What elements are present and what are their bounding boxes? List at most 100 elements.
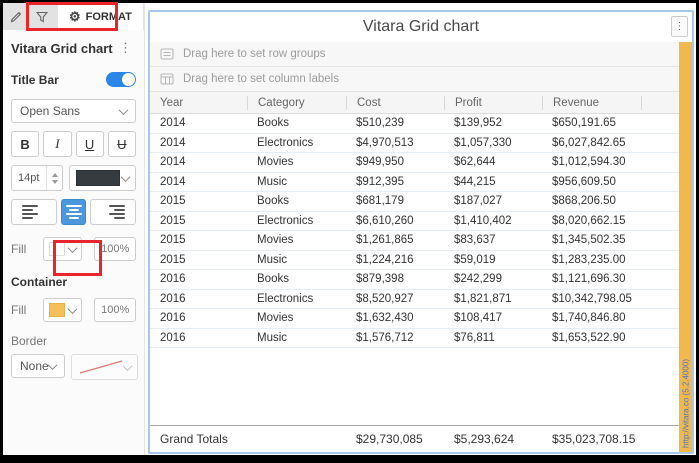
sidebar-panel-title: Vitara Grid chart <box>11 40 113 56</box>
table-cell: $1,576,712 <box>356 331 414 344</box>
sidebar-kebab-menu-icon[interactable]: ⋮ <box>119 40 132 55</box>
align-right-button[interactable] <box>90 199 137 225</box>
font-color-dropdown[interactable] <box>69 165 136 191</box>
sidebar-body: Vitara Grid chart ⋮ Title Bar Open Sans … <box>3 30 144 380</box>
column-header-filler <box>641 95 679 110</box>
chart-title: Vitara Grid chart <box>362 18 480 35</box>
column-header-category[interactable]: Category <box>247 95 346 110</box>
table-cell: $949,950 <box>356 156 404 169</box>
table-cell: $1,410,402 <box>454 214 512 227</box>
column-header-profit[interactable]: Profit <box>444 95 542 110</box>
table-cell: $1,224,216 <box>356 253 414 266</box>
border-style-select[interactable]: None <box>11 354 65 378</box>
border-style-value: None <box>20 359 49 373</box>
table-cell: $108,417 <box>454 312 502 325</box>
grid-empty-space <box>150 348 679 425</box>
pencil-icon <box>10 11 22 23</box>
row-groups-dropzone[interactable]: Drag here to set row groups <box>150 42 679 67</box>
table-cell: Books <box>257 117 289 130</box>
table-row[interactable]: 2015 Electronics $6,610,260 $1,410,402 $8,02… <box>150 211 679 231</box>
table-cell: $59,019 <box>454 253 496 266</box>
table-cell: 2015 <box>160 253 186 266</box>
table-cell: Electronics <box>257 214 314 227</box>
format-sidebar: ⚙ FORMAT Vitara Grid chart ⋮ Title Bar O… <box>3 2 145 455</box>
table-cell: $10,342,798.05 <box>552 292 632 305</box>
align-center-button[interactable] <box>60 199 87 225</box>
table-row[interactable]: 2015 Books $681,179 $187,027 $868,206.50 <box>150 192 679 212</box>
table-row[interactable]: 2016 Music $1,576,712 $76,811 $1,653,522.90 <box>150 328 679 348</box>
align-left-button[interactable] <box>11 199 57 225</box>
chevron-down-icon <box>122 360 133 371</box>
tab-format[interactable]: ⚙ FORMAT <box>58 3 143 30</box>
container-fill-label: Fill <box>11 303 27 317</box>
title-fill-row: Fill 100% <box>11 237 136 261</box>
table-cell: $650,191.65 <box>552 117 616 130</box>
column-header-year[interactable]: Year <box>160 96 184 109</box>
table-cell: $1,012,594.30 <box>552 156 626 169</box>
table-cell: $1,283,235.00 <box>552 253 626 266</box>
table-cell: $6,610,260 <box>356 214 414 227</box>
table-cell: 2016 <box>160 312 186 325</box>
title-fill-color-dropdown[interactable] <box>43 237 83 261</box>
table-cell: $912,395 <box>356 175 404 188</box>
table-row[interactable]: 2015 Music $1,224,216 $59,019 $1,283,235.00 <box>150 250 679 270</box>
table-cell: 2014 <box>160 117 186 130</box>
table-row[interactable]: 2015 Movies $1,261,865 $83,637 $1,345,502.35 <box>150 231 679 251</box>
tab-edit[interactable] <box>3 3 29 30</box>
font-size-stepper[interactable]: 14pt <box>11 165 63 191</box>
table-cell: Movies <box>257 156 294 169</box>
table-cell: $4,970,513 <box>356 136 414 149</box>
container-fill-opacity-input[interactable]: 100% <box>94 298 136 322</box>
title-bar-toggle[interactable] <box>106 72 136 87</box>
font-family-select[interactable]: Open Sans <box>11 99 136 123</box>
table-row[interactable]: 2016 Electronics $8,520,927 $1,821,871 $10,3… <box>150 289 679 309</box>
column-labels-dropzone[interactable]: Drag here to set column labels <box>150 67 679 92</box>
border-color-dropdown[interactable] <box>70 354 138 380</box>
table-cell: $1,261,865 <box>356 234 414 247</box>
vitara-watermark: http://vitara.co (5.2.4000) <box>681 359 690 448</box>
grid-chart-panel: Vitara Grid chart ⋮ Drag here to set row… <box>148 10 694 454</box>
no-color-icon <box>78 359 124 375</box>
grand-totals-label: Grand Totals <box>160 432 228 446</box>
font-color-swatch <box>76 170 120 186</box>
table-cell: $6,027,842.65 <box>552 136 626 149</box>
table-cell: Electronics <box>257 292 314 305</box>
table-cell: Movies <box>257 312 294 325</box>
stepper-arrows[interactable] <box>46 166 62 190</box>
table-cell: $1,345,502.35 <box>552 234 626 247</box>
table-cell: $76,811 <box>454 331 495 344</box>
column-header-cost[interactable]: Cost <box>346 95 444 110</box>
title-bar-toggle-row: Title Bar <box>11 72 136 87</box>
table-cell: $139,952 <box>454 117 502 130</box>
table-row[interactable]: 2016 Books $879,398 $242,299 $1,121,696.30 <box>150 270 679 290</box>
grand-totals-revenue: $35,023,708.15 <box>552 432 636 446</box>
table-cell: $187,027 <box>454 195 502 208</box>
column-header-revenue[interactable]: Revenue <box>542 95 641 110</box>
sidebar-tabbar: ⚙ FORMAT <box>3 3 144 30</box>
chart-menu-button[interactable]: ⋮ <box>671 16 688 37</box>
tab-filter[interactable] <box>29 3 55 30</box>
gear-icon: ⚙ <box>69 9 81 24</box>
table-cell: 2014 <box>160 156 186 169</box>
strikethrough-button[interactable]: U <box>107 131 136 157</box>
table-row[interactable]: 2016 Movies $1,632,430 $108,417 $1,740,846.8… <box>150 309 679 329</box>
table-cell: $1,632,430 <box>356 312 414 325</box>
table-cell: $62,644 <box>454 156 496 169</box>
title-fill-opacity-input[interactable]: 100% <box>94 237 136 261</box>
table-cell: $879,398 <box>356 273 404 286</box>
table-row[interactable]: 2014 Movies $949,950 $62,644 $1,012,594.30 <box>150 153 679 173</box>
chart-title-bar: Vitara Grid chart ⋮ <box>150 12 692 42</box>
bold-button[interactable]: B <box>11 131 40 157</box>
container-fill-color-dropdown[interactable] <box>43 298 83 322</box>
table-cell: 2016 <box>160 292 186 305</box>
table-row[interactable]: 2014 Music $912,395 $44,215 $956,609.50 <box>150 172 679 192</box>
table-row[interactable]: 2014 Electronics $4,970,513 $1,057,330 $6,02… <box>150 133 679 153</box>
table-row[interactable]: 2014 Books $510,239 $139,952 $650,191.65 <box>150 114 679 134</box>
table-cell: Music <box>257 253 288 266</box>
grid-body: 2014 Books $510,239 $139,952 $650,191.65 2014… <box>150 114 679 348</box>
grand-totals-cost: $29,730,085 <box>356 432 423 446</box>
italic-button[interactable]: I <box>43 131 72 157</box>
grand-totals-row: Grand Totals $29,730,085 $5,293,624 $35,… <box>150 425 679 452</box>
underline-button[interactable]: U <box>75 131 104 157</box>
